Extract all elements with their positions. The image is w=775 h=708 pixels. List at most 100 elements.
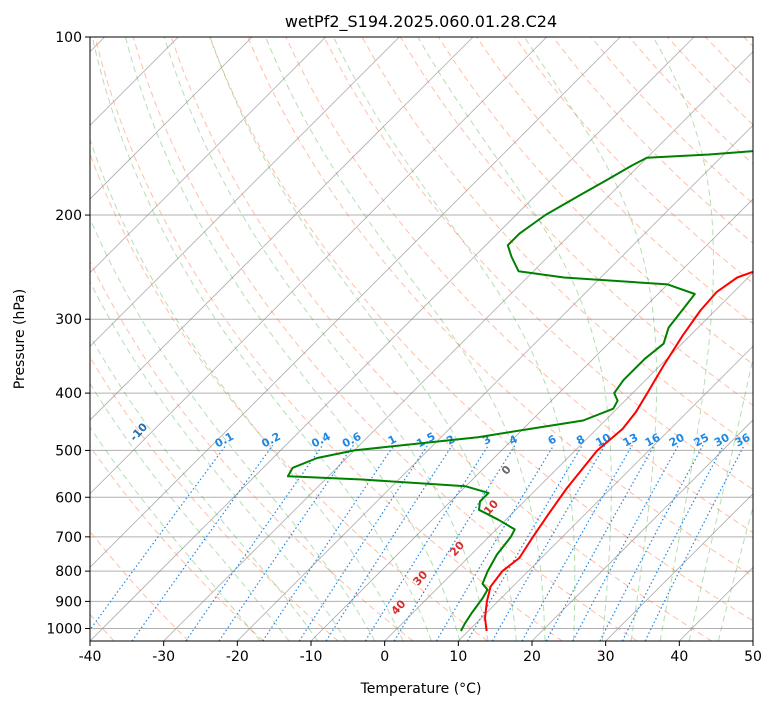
moist-adiabat-line: [90, 334, 319, 641]
mixing-ratio-line: [572, 444, 679, 641]
isotherm-line: [458, 345, 753, 641]
mixing-ratio-line: [545, 444, 655, 641]
isotherm-line: [310, 198, 753, 641]
isotherm-line: [163, 51, 753, 641]
isotherm-line: [90, 37, 326, 274]
y-tick-label: 700: [55, 530, 82, 546]
mixing-ratio-label: 6: [546, 432, 559, 447]
isotherm-line: [90, 37, 400, 347]
dry-adiabat-line: [132, 37, 638, 641]
moist-adiabat-label: 0: [499, 463, 514, 478]
y-tick-label: 200: [55, 208, 82, 224]
dry-adiabat-line: [590, 37, 753, 205]
dry-adiabat-line: [285, 37, 753, 534]
moist-adiabat-line: [90, 138, 404, 641]
moist-adiabat-label: 20: [447, 538, 467, 558]
y-tick-label: 900: [55, 594, 82, 610]
mixing-ratio-line: [298, 444, 429, 641]
mixing-ratio-label: 1.5: [414, 430, 437, 451]
isotherm-line: [90, 37, 474, 421]
dry-adiabat-line: [705, 37, 753, 87]
mixing-ratio-line: [621, 444, 725, 641]
mixing-ratio-line: [435, 444, 555, 641]
x-tick-label: 10: [449, 649, 467, 665]
dry-adiabat-line: [743, 37, 753, 48]
y-tick-label: 300: [55, 312, 82, 328]
x-axis-ticks: -40 -30 -20 -10 0 10 20 30 40 50: [79, 641, 762, 665]
dry-adiabat-line: [90, 260, 414, 641]
mixing-ratio-label: 16: [643, 431, 663, 450]
dry-adiabat-label: -10: [127, 420, 150, 444]
y-tick-label: 600: [55, 490, 82, 506]
moist-adiabat-line: [90, 426, 261, 641]
moist-adiabat-label: 10: [481, 497, 501, 517]
moist-adiabat-line: [523, 37, 658, 641]
dry-adiabat-line: [90, 152, 488, 641]
y-tick-label: 500: [55, 443, 82, 459]
isotherm-line: [90, 37, 547, 495]
isotherm-line: [384, 272, 753, 641]
y-tick-label: 400: [55, 386, 82, 402]
dry-adiabat-line: [247, 37, 753, 577]
moist-adiabat-line: [163, 37, 489, 641]
mixing-ratio-label: 0.2: [259, 430, 282, 451]
mixing-ratio-line: [218, 444, 354, 641]
x-tick-label: 0: [380, 649, 389, 665]
mixing-ratio-line: [521, 444, 633, 641]
isotherm-line: [237, 124, 753, 641]
moist-adiabat-label: 40: [389, 597, 409, 617]
mixing-ratio-label: 0.1: [213, 430, 236, 451]
isotherm-line: [90, 37, 695, 641]
isotherm-line: [531, 419, 753, 641]
dry-adiabat-line: [90, 356, 339, 641]
x-tick-label: -30: [152, 649, 175, 665]
dry-adiabat-line: [323, 37, 753, 491]
mixing-ratio-label: 4: [507, 432, 520, 447]
mixing-ratio-label: 13: [621, 431, 641, 450]
dry-adiabat-line: [476, 37, 753, 325]
y-tick-label: 1000: [46, 621, 82, 637]
mixing-ratio-label: 10: [593, 431, 613, 450]
mixing-ratio-line: [185, 444, 324, 641]
mixing-ratio-line: [393, 444, 516, 641]
mixing-ratio-label: 36: [733, 431, 753, 450]
plot-frame: [89, 36, 754, 642]
x-tick-label: -10: [300, 649, 323, 665]
x-tick-label: 50: [744, 649, 762, 665]
moist-adiabat-line: [125, 37, 461, 641]
dry-adiabat-line: [94, 37, 563, 641]
dry-adiabat-line: [170, 37, 712, 641]
isotherm-line: [752, 640, 753, 641]
dry-adiabat-line: [514, 37, 753, 284]
mixing-ratio-label: 0.4: [309, 430, 333, 451]
moist-adiabat-line: [90, 217, 376, 641]
mixing-ratio-line: [644, 444, 745, 641]
y-axis-ticks: 100 200 300 400 500 600 700 800 900 1000: [46, 30, 90, 637]
moist-adiabat-line: [90, 382, 290, 641]
isotherm-line: [605, 493, 753, 641]
moist-adiabat-line: [209, 37, 517, 641]
moist-adiabat-line: [652, 37, 714, 641]
background-lines: [90, 37, 753, 641]
mixing-ratio-line: [466, 444, 583, 641]
isotherm-line: [679, 566, 753, 641]
mixing-ratio-label: 20: [667, 431, 687, 450]
profiles: [286, 150, 753, 632]
moist-adiabat-line: [90, 280, 347, 641]
mixing-ratio-line: [90, 444, 227, 631]
moist-adiabat-line: [688, 355, 753, 641]
dry-adiabat-line: [667, 37, 753, 126]
x-tick-label: 20: [523, 649, 541, 665]
x-tick-label: 40: [670, 649, 688, 665]
moist-adiabat-line: [265, 37, 546, 641]
moist-adiabat-line: [717, 505, 753, 641]
mixing-ratio-line: [325, 444, 453, 641]
x-axis-label: Temperature (°C): [360, 681, 482, 697]
dry-adiabat-line: [209, 37, 753, 622]
mixing-ratio-label: 30: [712, 431, 732, 450]
isotherm-line: [90, 37, 253, 200]
mixing-ratio-label: 0.6: [340, 430, 364, 451]
x-tick-label: -20: [226, 649, 249, 665]
dewpoint-profile: [286, 150, 753, 632]
